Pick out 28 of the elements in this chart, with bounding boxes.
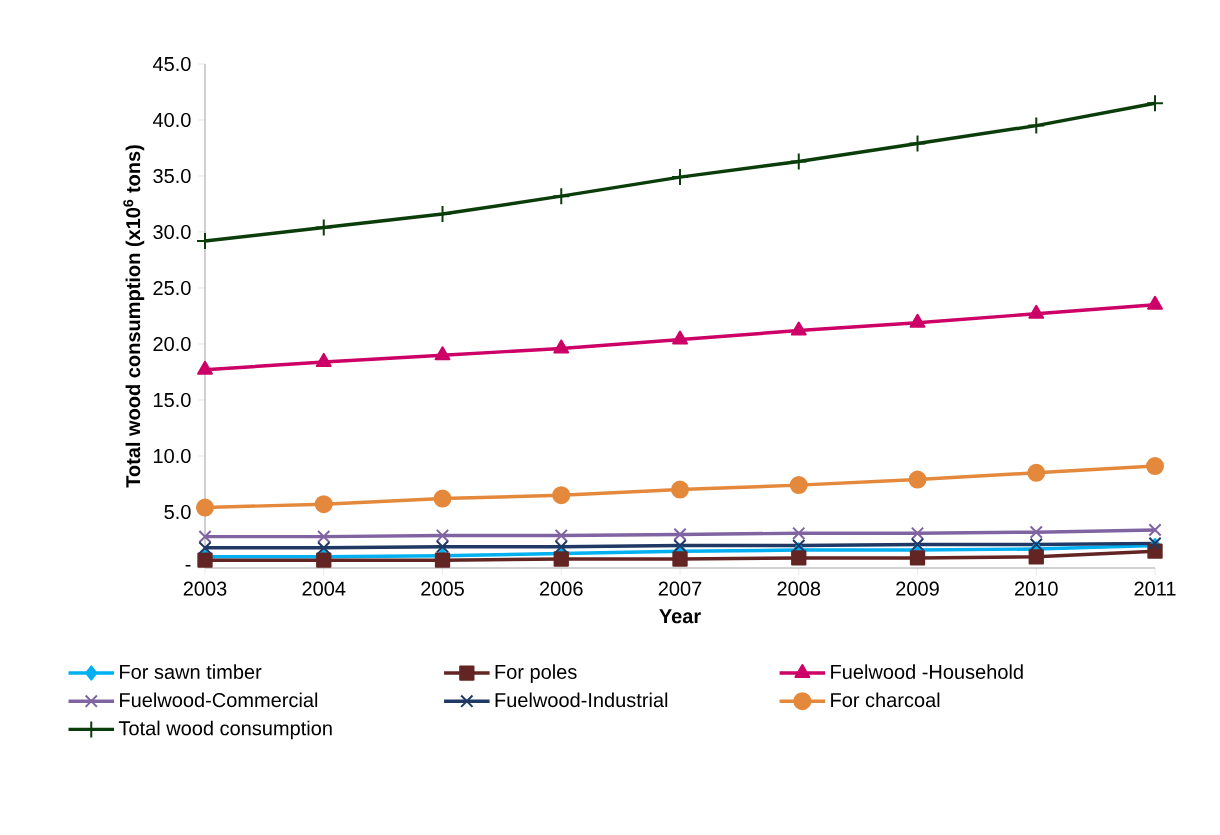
legend-label: For poles	[495, 664, 577, 683]
y-tick-label: 25.0	[153, 280, 191, 296]
x-tick-label: 2004	[302, 581, 346, 596]
y-tick-label: 15.0	[154, 392, 191, 408]
y-tick-label: 45.0	[152, 56, 191, 72]
x-tick-label: 2010	[1015, 581, 1058, 596]
legend-label: Fuelwood-Industrial	[495, 692, 668, 708]
x-tick-label: 2009	[896, 581, 939, 596]
x-tick-label: 2011	[1134, 581, 1176, 596]
y-axis-title: Total wood consumption (x10$^{6}$ tons)	[123, 145, 145, 488]
x-tick-label: 2005	[421, 581, 464, 596]
legend-label: Total wood consumption	[118, 720, 332, 740]
legend-label: For charcoal	[831, 692, 940, 708]
y-tick-label: 40.0	[152, 112, 191, 128]
y-tick-label: 30.0	[153, 224, 191, 240]
x-axis-title: Year	[659, 609, 701, 624]
x-tick-label: 2006	[540, 581, 583, 596]
y-tick-label: 35.0	[153, 168, 191, 184]
legend-label: For sawn timber	[120, 664, 262, 679]
y-tick-label: 5.0	[164, 504, 191, 520]
y-tick-label: 10.0	[154, 448, 191, 464]
y-tick-label: 20.0	[153, 336, 191, 352]
x-tick-label: 2003	[183, 581, 227, 596]
y-tick-label: -	[185, 564, 191, 567]
x-tick-label: 2007	[658, 581, 702, 596]
x-tick-label: 2008	[777, 581, 821, 596]
legend-label: Fuelwood-Commercial	[120, 692, 318, 708]
legend-label: Fuelwood -Household	[831, 664, 1023, 679]
